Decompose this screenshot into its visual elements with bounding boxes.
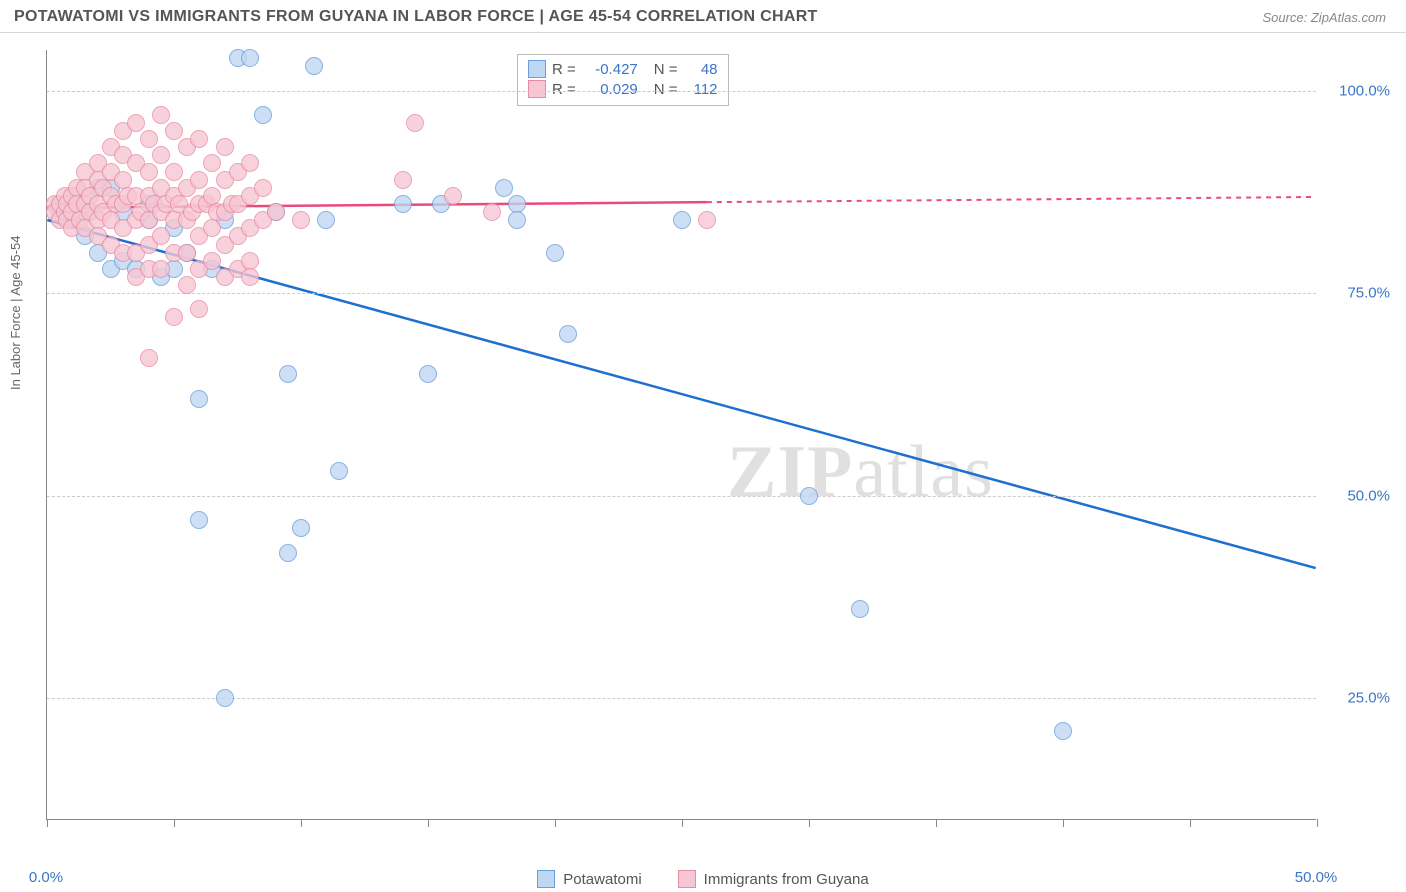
scatter-point	[178, 244, 196, 262]
scatter-point	[241, 154, 259, 172]
scatter-point	[190, 390, 208, 408]
scatter-point	[165, 308, 183, 326]
gridline-h	[47, 698, 1316, 699]
scatter-point	[267, 203, 285, 221]
scatter-point	[127, 114, 145, 132]
gridline-h	[47, 91, 1316, 92]
scatter-point	[190, 171, 208, 189]
gridline-h	[47, 496, 1316, 497]
scatter-point	[241, 268, 259, 286]
scatter-point	[241, 49, 259, 67]
scatter-point	[292, 519, 310, 537]
legend-r-value: 0.029	[582, 81, 638, 98]
scatter-point	[140, 130, 158, 148]
scatter-point	[152, 106, 170, 124]
legend-swatch	[528, 80, 546, 98]
gridline-h	[47, 293, 1316, 294]
x-tick	[47, 819, 48, 827]
scatter-point	[508, 211, 526, 229]
scatter-point	[152, 146, 170, 164]
legend-n-label: N =	[654, 61, 678, 78]
scatter-point	[279, 365, 297, 383]
scatter-point	[394, 171, 412, 189]
scatter-point	[444, 187, 462, 205]
scatter-point	[203, 252, 221, 270]
scatter-point	[165, 122, 183, 140]
scatter-point	[254, 106, 272, 124]
scatter-point	[216, 689, 234, 707]
scatter-point	[394, 195, 412, 213]
x-tick	[301, 819, 302, 827]
legend-swatch	[678, 870, 696, 888]
x-tick	[555, 819, 556, 827]
scatter-point	[178, 276, 196, 294]
legend-label: Potawatomi	[563, 871, 641, 888]
chart-header: POTAWATOMI VS IMMIGRANTS FROM GUYANA IN …	[0, 0, 1406, 33]
legend-n-value: 48	[684, 61, 718, 78]
scatter-point	[152, 227, 170, 245]
scatter-point	[305, 57, 323, 75]
legend-item: Potawatomi	[537, 870, 641, 888]
legend-r-label: R =	[552, 81, 576, 98]
scatter-point	[254, 179, 272, 197]
legend-bottom: Potawatomi Immigrants from Guyana	[0, 870, 1406, 888]
scatter-point	[203, 154, 221, 172]
y-axis-label: In Labor Force | Age 45-54	[8, 236, 23, 390]
legend-label: Immigrants from Guyana	[704, 871, 869, 888]
legend-r-label: R =	[552, 61, 576, 78]
scatter-point	[190, 130, 208, 148]
scatter-point	[292, 211, 310, 229]
x-tick	[809, 819, 810, 827]
scatter-point	[190, 511, 208, 529]
scatter-point	[800, 487, 818, 505]
x-tick-label: 0.0%	[29, 869, 63, 886]
scatter-point	[114, 171, 132, 189]
x-tick	[682, 819, 683, 827]
legend-stat-row: R = 0.029 N = 112	[528, 79, 718, 99]
scatter-point	[140, 163, 158, 181]
scatter-point	[140, 349, 158, 367]
scatter-point	[279, 544, 297, 562]
legend-stats: R = -0.427 N = 48 R = 0.029 N = 112	[517, 54, 729, 106]
scatter-point	[546, 244, 564, 262]
x-tick	[1190, 819, 1191, 827]
legend-n-label: N =	[654, 81, 678, 98]
scatter-point	[698, 211, 716, 229]
y-tick-label: 75.0%	[1347, 285, 1390, 302]
scatter-point	[851, 600, 869, 618]
chart-plot-area: ZIPatlas R = -0.427 N = 48 R = 0.029 N = 112	[46, 50, 1316, 820]
scatter-point	[559, 325, 577, 343]
watermark: ZIPatlas	[727, 430, 994, 515]
scatter-point	[190, 300, 208, 318]
x-tick	[1317, 819, 1318, 827]
scatter-point	[495, 179, 513, 197]
chart-source: Source: ZipAtlas.com	[1262, 10, 1386, 25]
scatter-point	[330, 462, 348, 480]
x-tick-label: 50.0%	[1295, 869, 1338, 886]
legend-swatch	[537, 870, 555, 888]
scatter-point	[165, 163, 183, 181]
scatter-point	[203, 219, 221, 237]
x-tick	[936, 819, 937, 827]
legend-item: Immigrants from Guyana	[678, 870, 869, 888]
y-tick-label: 25.0%	[1347, 690, 1390, 707]
scatter-point	[317, 211, 335, 229]
scatter-point	[406, 114, 424, 132]
scatter-point	[216, 138, 234, 156]
chart-title: POTAWATOMI VS IMMIGRANTS FROM GUYANA IN …	[14, 8, 818, 26]
x-tick	[1063, 819, 1064, 827]
y-tick-label: 50.0%	[1347, 487, 1390, 504]
legend-n-value: 112	[684, 81, 718, 98]
legend-r-value: -0.427	[582, 61, 638, 78]
x-tick	[174, 819, 175, 827]
scatter-point	[483, 203, 501, 221]
legend-stat-row: R = -0.427 N = 48	[528, 59, 718, 79]
scatter-point	[1054, 722, 1072, 740]
legend-swatch	[528, 60, 546, 78]
scatter-point	[419, 365, 437, 383]
y-tick-label: 100.0%	[1339, 82, 1390, 99]
x-tick	[428, 819, 429, 827]
scatter-point	[152, 260, 170, 278]
scatter-point	[673, 211, 691, 229]
